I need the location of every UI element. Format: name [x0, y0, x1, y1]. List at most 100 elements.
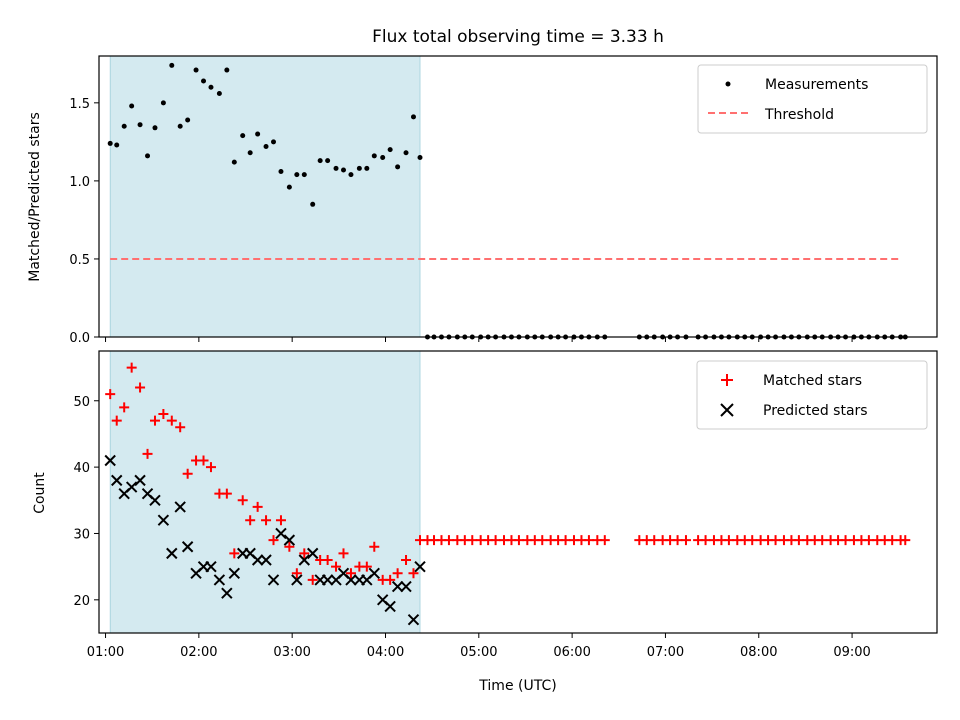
- predicted-star-point: [384, 600, 396, 613]
- measurement-point: [395, 164, 401, 170]
- predicted-star-point: [414, 560, 426, 573]
- predicted-star-point: [149, 494, 161, 507]
- predicted-star-point: [391, 580, 404, 593]
- chart-title: Flux total observing time = 3.33 h: [372, 27, 664, 47]
- legend-measurements-marker: [725, 81, 731, 87]
- matched-star-point: [221, 488, 232, 499]
- matched-star-point: [887, 535, 898, 546]
- matched-star-point: [392, 568, 403, 579]
- matched-star-point: [275, 515, 286, 526]
- predicted-star-point: [125, 481, 138, 493]
- measurement-point: [137, 122, 143, 128]
- matched-star-point: [369, 541, 380, 552]
- matched-star-point: [175, 422, 186, 433]
- matched-star-point: [583, 535, 594, 546]
- matched-star-point: [680, 535, 691, 546]
- measurement-point: [160, 100, 166, 106]
- matched-star-point: [599, 535, 610, 546]
- legend-matched-marker: [721, 374, 733, 386]
- ratio-y-axis-label: Matched/Predicted stars: [27, 112, 43, 282]
- count-y-tick-label: 30: [73, 527, 90, 542]
- count-y-tick-label: 50: [73, 395, 90, 410]
- ratio-y-tick-label: 0.5: [69, 253, 90, 268]
- legend-predicted-label: Predicted stars: [763, 403, 868, 419]
- matched-star-point: [900, 535, 911, 546]
- measurement-point: [224, 67, 230, 73]
- x-tick-label: 04:00: [367, 645, 404, 660]
- matched-star-point: [229, 548, 240, 559]
- matched-star-point: [723, 535, 734, 546]
- matched-star-point: [385, 574, 396, 585]
- matched-star-point: [166, 415, 177, 426]
- count-y-tick-label: 40: [73, 461, 90, 476]
- measurement-point: [364, 165, 370, 171]
- measurement-point: [317, 158, 323, 164]
- measurement-point: [410, 114, 416, 120]
- matched-star-point: [793, 535, 804, 546]
- ratio-y-tick-label: 1.5: [69, 97, 90, 112]
- measurement-point: [121, 123, 127, 129]
- matched-star-point: [126, 362, 137, 373]
- measurement-point: [286, 184, 292, 190]
- measurement-point: [107, 140, 113, 146]
- matched-star-point: [770, 535, 781, 546]
- measurement-point: [231, 159, 237, 165]
- predicted-star-point: [228, 567, 241, 579]
- count-shaded-span: [109, 350, 421, 634]
- measurement-point: [185, 117, 191, 123]
- predicted-star-point: [275, 527, 287, 540]
- matched-star-point: [537, 535, 548, 546]
- matched-star-point: [408, 568, 419, 579]
- measurement-point: [271, 139, 277, 145]
- measurement-point: [371, 153, 377, 159]
- measurement-point: [310, 201, 316, 207]
- legend-matched-label: Matched stars: [763, 373, 862, 389]
- predicted-star-point: [407, 614, 420, 626]
- x-tick-label: 01:00: [87, 645, 124, 660]
- matched-star-point: [261, 515, 272, 526]
- measurement-point: [129, 103, 135, 109]
- matched-star-point: [817, 535, 828, 546]
- measurement-point: [325, 158, 331, 164]
- matched-star-point: [322, 555, 333, 566]
- measurement-point: [208, 84, 214, 90]
- predicted-star-point: [104, 454, 116, 467]
- predicted-star-point: [166, 547, 178, 560]
- predicted-star-point: [221, 587, 233, 599]
- measurement-point: [216, 90, 222, 96]
- matched-star-point: [443, 535, 454, 546]
- ratio-legend: Measurements Threshold: [697, 64, 928, 134]
- matched-star-point: [840, 535, 851, 546]
- legend-measurements-label: Measurements: [765, 77, 868, 93]
- predicted-star-point: [181, 541, 194, 553]
- measurement-point: [387, 147, 393, 153]
- matched-star-point: [198, 455, 209, 466]
- count-legend: Matched stars Predicted stars: [696, 360, 928, 430]
- predicted-star-point: [213, 574, 226, 586]
- ratio-y-tick-label: 1.0: [69, 175, 90, 190]
- predicted-star-point: [283, 534, 296, 546]
- ratio-panel: 0.0 0.5 1.0 1.5 Matched/Predicted stars Mea…: [27, 55, 938, 346]
- matched-star-point: [672, 535, 683, 546]
- predicted-star-point: [260, 554, 272, 566]
- x-tick-label: 05:00: [460, 645, 497, 660]
- predicted-star-point: [400, 580, 412, 593]
- matched-star-point: [747, 535, 758, 546]
- measurement-point: [193, 67, 199, 73]
- predicted-star-point: [205, 560, 217, 573]
- predicted-star-point: [298, 554, 311, 566]
- measurement-point: [240, 133, 246, 139]
- matched-star-point: [649, 535, 660, 546]
- matched-star-point: [268, 535, 279, 546]
- measurement-point: [201, 78, 207, 84]
- x-tick-label: 03:00: [273, 645, 310, 660]
- x-tick-label: 09:00: [833, 645, 870, 660]
- predicted-star-point: [345, 574, 357, 586]
- legend-threshold-label: Threshold: [764, 107, 834, 123]
- matched-star-point: [490, 535, 501, 546]
- predicted-star-point: [157, 514, 170, 526]
- matched-star-point: [205, 462, 216, 473]
- matched-star-point: [149, 415, 160, 426]
- matched-star-point: [237, 495, 248, 506]
- measurement-point: [294, 172, 300, 178]
